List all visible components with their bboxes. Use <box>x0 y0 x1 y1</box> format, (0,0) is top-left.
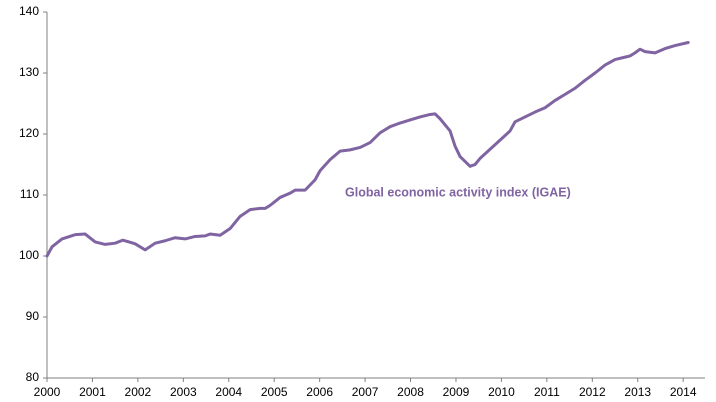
x-tick-label: 2011 <box>534 385 560 399</box>
series-annotation: Global economic activity index (IGAE) <box>345 185 571 199</box>
y-tick-label: 130 <box>19 65 39 79</box>
x-tick-label: 2000 <box>34 385 61 399</box>
x-tick-label: 2012 <box>579 385 606 399</box>
x-tick-label: 2013 <box>624 385 651 399</box>
x-tick-label: 2014 <box>670 385 697 399</box>
x-tick-label: 2004 <box>215 385 242 399</box>
x-tick-label: 2010 <box>488 385 515 399</box>
x-tick-label: 2005 <box>261 385 288 399</box>
x-tick-label: 2009 <box>443 385 470 399</box>
y-tick-label: 80 <box>26 370 40 384</box>
x-tick-label: 2003 <box>170 385 197 399</box>
y-tick-label: 100 <box>19 248 39 262</box>
y-tick-label: 120 <box>19 126 39 140</box>
x-tick-label: 2002 <box>125 385 152 399</box>
y-tick-label: 140 <box>19 4 39 18</box>
x-tick-label: 2007 <box>352 385 379 399</box>
x-tick-label: 2006 <box>306 385 333 399</box>
series-line <box>45 41 690 258</box>
y-tick-label: 90 <box>26 309 40 323</box>
x-tick-label: 2001 <box>79 385 106 399</box>
x-tick-label: 2008 <box>397 385 424 399</box>
y-tick-label: 110 <box>20 187 39 201</box>
